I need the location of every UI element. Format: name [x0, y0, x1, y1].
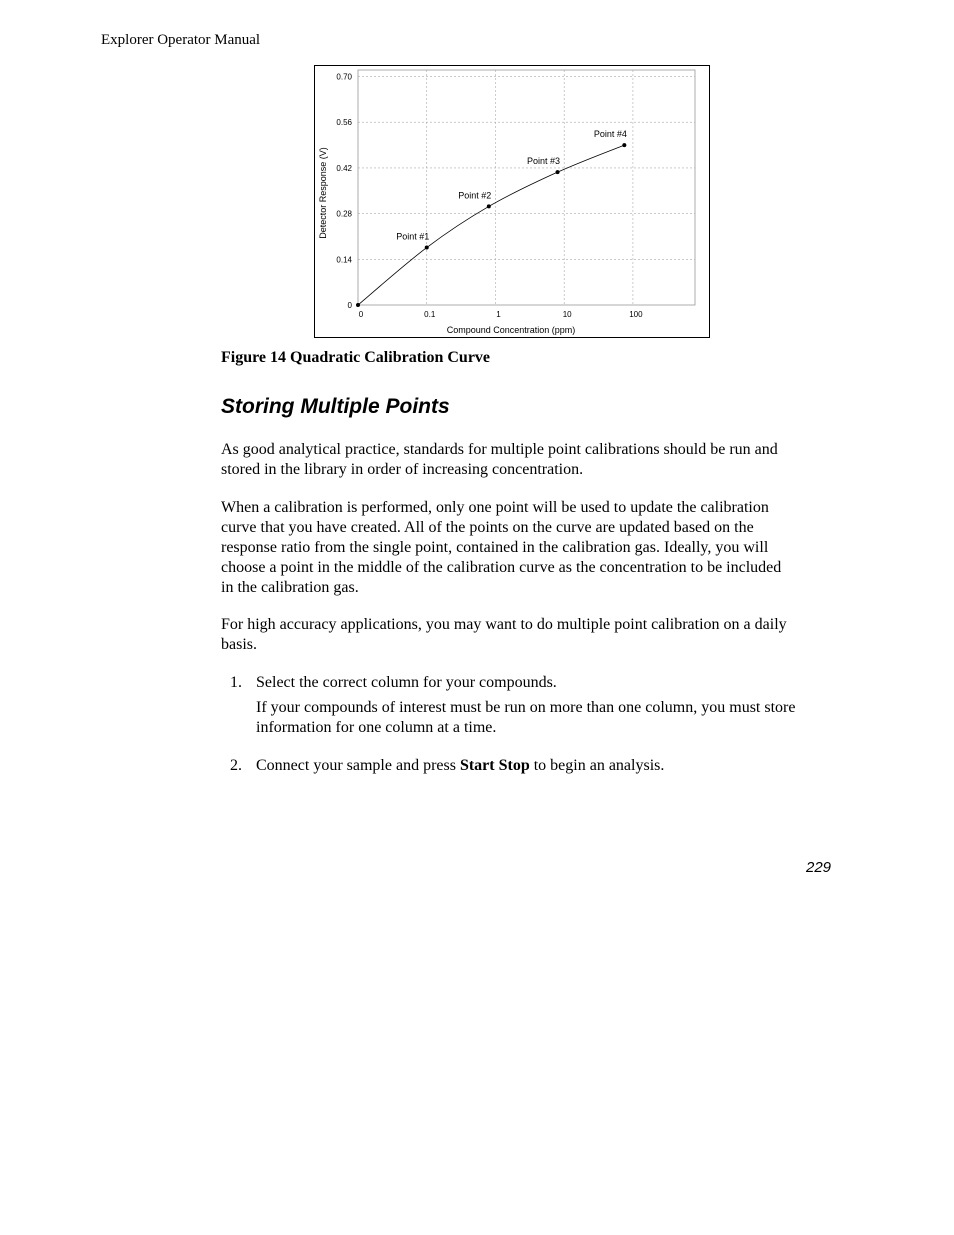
- chart-frame: [314, 65, 710, 338]
- paragraph: When a calibration is performed, only on…: [221, 499, 782, 596]
- section-heading: Storing Multiple Points: [221, 395, 450, 418]
- text: Connect your sample and press: [256, 757, 460, 774]
- x-tick-label: 0.1: [424, 310, 436, 319]
- page-number: 229: [806, 859, 832, 876]
- y-axis-label: Detector Response (V): [318, 147, 328, 239]
- data-point: [356, 303, 360, 307]
- x-tick-label: 0: [359, 310, 364, 319]
- paragraph: For high accuracy applications, you may …: [221, 616, 787, 653]
- text: to begin an analysis.: [529, 757, 665, 774]
- step-number: 1.: [230, 674, 242, 691]
- point-label: Point #3: [527, 156, 560, 166]
- point-label: Point #2: [458, 190, 491, 200]
- y-tick-label: 0.28: [336, 210, 352, 219]
- x-tick-label: 10: [563, 310, 572, 319]
- chart: Compound Concentration (ppm) Detector Re…: [314, 65, 710, 338]
- running-header: Explorer Operator Manual: [101, 32, 261, 48]
- x-tick-label: 1: [496, 310, 501, 319]
- y-tick-label: 0.14: [336, 255, 352, 264]
- y-tick-label: 0.70: [336, 73, 352, 82]
- y-tick-label: 0: [348, 301, 353, 310]
- step-number: 2.: [230, 757, 242, 774]
- button-name: Start Stop: [459, 757, 530, 774]
- data-point: [486, 204, 491, 209]
- x-tick-label: 100: [629, 310, 643, 319]
- point-label: Point #1: [396, 232, 429, 242]
- data-point: [555, 170, 560, 175]
- data-point: [622, 143, 627, 148]
- x-axis-label: Compound Concentration (ppm): [447, 325, 576, 335]
- figure-caption: Figure 14 Quadratic Calibration Curve: [221, 349, 491, 366]
- y-tick-label: 0.42: [336, 164, 352, 173]
- step-text: Connect your sample and press Start Stop…: [256, 756, 801, 776]
- data-point: [424, 245, 429, 250]
- step-note: If your compounds of interest must be ru…: [256, 699, 796, 736]
- y-tick-label: 0.56: [336, 118, 352, 127]
- step-text: Select the correct column for your compo…: [256, 674, 557, 691]
- paragraph: As good analytical practice, standards f…: [221, 441, 778, 478]
- point-label: Point #4: [594, 129, 627, 139]
